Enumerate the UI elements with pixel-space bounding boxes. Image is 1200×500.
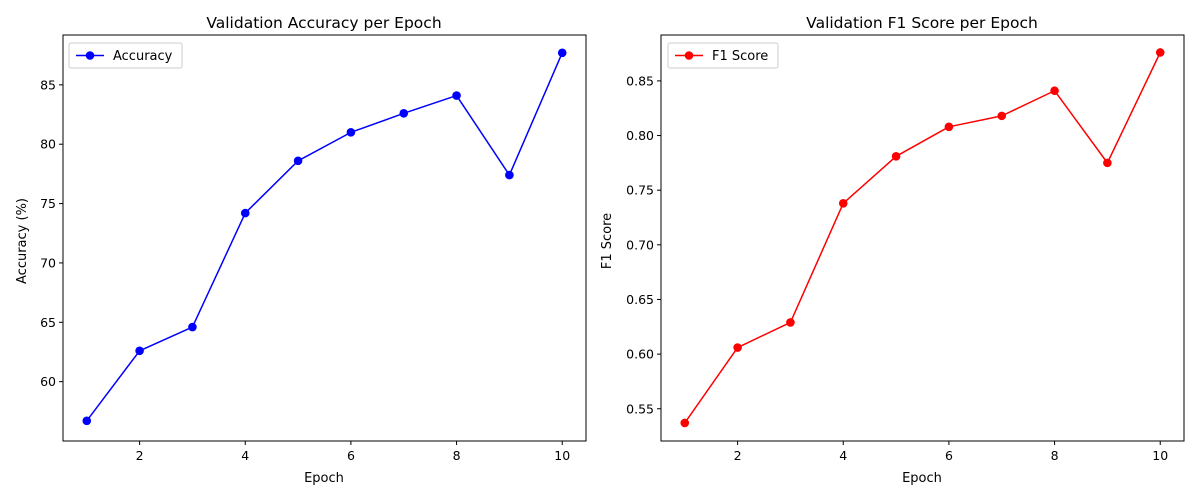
y-tick-label: 70: [40, 255, 56, 270]
data-point: [399, 109, 409, 118]
data-point: [452, 91, 461, 100]
f1-plot-area: 2 4 6 8 10 0.55 0.60 0.65 0.70 0.75 0.80 0.85: [626, 34, 1185, 463]
plot-frame: [660, 34, 1185, 442]
data-point: [944, 122, 954, 132]
y-tick-label: 80: [40, 137, 56, 152]
x-tick-label: 10: [554, 448, 570, 463]
chart-title: Validation F1 Score per Epoch: [806, 14, 1038, 32]
data-point: [346, 128, 356, 137]
x-tick-label: 4: [839, 448, 847, 463]
data-point: [293, 156, 303, 166]
legend: Accuracy: [68, 42, 183, 69]
x-tick-label: 8: [1051, 448, 1059, 463]
y-tick-label: 0.65: [626, 292, 654, 307]
data-point: [680, 418, 690, 428]
x-tick-label: 6: [347, 448, 355, 463]
plot-frame: [62, 34, 587, 442]
data-point: [82, 416, 92, 426]
legend-marker-swatch: [85, 51, 95, 60]
series-line: [86, 52, 563, 422]
y-tick-label: 0.70: [626, 237, 654, 252]
accuracy-chart: Validation Accuracy per Epoch 2 4 6 8 10 60 65…: [15, 14, 587, 486]
legend: F1 Score: [667, 42, 779, 69]
y-tick-label: 0.60: [626, 347, 654, 362]
x-tick-label: 10: [1152, 448, 1168, 463]
chart-title: Validation Accuracy per Epoch: [206, 14, 441, 32]
legend-label-accuracy: Accuracy: [113, 49, 173, 64]
data-point: [188, 322, 197, 332]
data-point: [240, 208, 250, 218]
x-tick-label: 2: [734, 448, 742, 463]
x-tick-label: 2: [136, 448, 144, 463]
y-axis-label: Accuracy (%): [15, 198, 30, 284]
x-axis-label: Epoch: [902, 471, 942, 486]
y-tick-label: 75: [40, 196, 56, 211]
data-point: [733, 343, 742, 352]
legend-box: [667, 42, 779, 69]
y-tick-label: 85: [40, 77, 56, 92]
data-point: [505, 170, 514, 180]
data-point: [891, 152, 901, 161]
y-tick-label: 0.75: [626, 183, 654, 198]
data-point: [557, 48, 567, 58]
y-axis-label: F1 Score: [600, 213, 615, 269]
x-tick-label: 4: [241, 448, 249, 463]
y-tick-label: 60: [40, 374, 56, 389]
accuracy-plot-area: 2 4 6 8 10 60 65 70 75 80 85: [40, 34, 587, 463]
data-point: [1050, 86, 1059, 96]
data-point: [135, 346, 144, 356]
data-point: [1103, 158, 1112, 168]
data-point: [997, 111, 1007, 121]
data-point: [1155, 48, 1165, 57]
x-axis-label: Epoch: [304, 471, 344, 486]
y-tick-label: 0.85: [626, 73, 654, 88]
series-line: [684, 52, 1161, 424]
legend-label-f1-score: F1 Score: [712, 49, 768, 64]
legend-box: [68, 42, 183, 69]
data-point: [786, 318, 795, 327]
y-tick-label: 0.80: [626, 128, 654, 143]
x-tick-label: 8: [453, 448, 461, 463]
x-tick-label: 6: [945, 448, 953, 463]
y-tick-label: 0.55: [626, 401, 654, 416]
f1-chart: Validation F1 Score per Epoch 2 4 6 8 10 0.55…: [600, 14, 1185, 486]
y-tick-label: 65: [40, 315, 56, 330]
legend-marker-swatch: [684, 51, 694, 60]
data-point: [838, 199, 848, 208]
